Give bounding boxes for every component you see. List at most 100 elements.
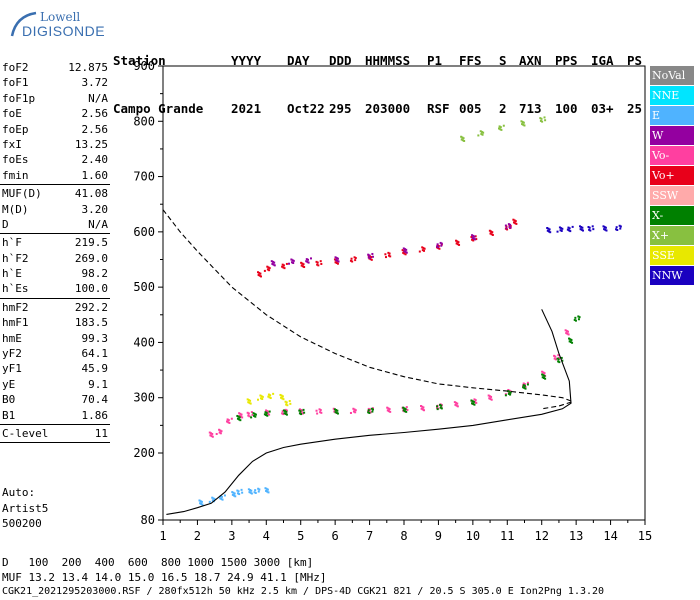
echo-point [371, 407, 374, 410]
echo-point [456, 243, 459, 246]
echo-point [509, 390, 512, 393]
echo-point [247, 414, 250, 417]
echo-point [477, 134, 480, 137]
echo-point [290, 261, 293, 264]
echo-point [522, 121, 525, 124]
echo-point [249, 399, 252, 402]
echo-point [246, 398, 249, 401]
echo-point [470, 399, 473, 402]
echo-point [219, 497, 222, 500]
echo-point [472, 237, 475, 240]
echo-point [522, 384, 525, 387]
param-key: hmF2 [2, 300, 29, 314]
echo-point [462, 137, 465, 140]
echo-point [548, 230, 550, 233]
param-row: foE 2.56 [0, 106, 110, 121]
echo-point [352, 407, 355, 410]
param-row: C-level 11 [0, 426, 110, 441]
echo-point [421, 249, 424, 252]
logo-arc-icon [10, 11, 37, 37]
echo-point [439, 403, 442, 406]
echo-point [581, 229, 584, 232]
echo-point [248, 491, 251, 494]
echo-point [208, 431, 211, 434]
param-separator [0, 297, 110, 299]
echo-point [565, 332, 568, 335]
echo-point [257, 274, 260, 277]
echo-point [491, 231, 494, 234]
echo-point [219, 429, 222, 432]
echo-point [589, 229, 592, 232]
footer-muf-row: MUF 13.2 13.4 14.0 15.0 16.5 18.7 24.9 4… [2, 571, 327, 584]
echo-point [422, 406, 425, 409]
header-row1-cell: PS [627, 53, 643, 68]
echo-point [422, 247, 425, 250]
echo-point [403, 250, 406, 253]
echo-point [267, 395, 270, 398]
header-row-labels: Station YYYY DAY DDD HHMMSS P1 FFS S AXN PPS IGA PS [113, 53, 642, 69]
echo-point [514, 222, 517, 225]
echo-point [370, 258, 373, 261]
param-key: hmE [2, 331, 22, 345]
echo-point [250, 492, 253, 495]
param-row: hmF2 292.2 [0, 300, 110, 315]
echo-point [471, 234, 474, 237]
echo-point [335, 262, 338, 265]
echo-point [288, 400, 291, 403]
echo-point [215, 432, 218, 435]
echo-point [273, 261, 276, 264]
param-value: 3.72 [81, 76, 109, 90]
echo-point [350, 257, 353, 260]
y-tick-label: 600 [133, 225, 155, 239]
echo-point [526, 381, 529, 384]
echo-point [284, 408, 287, 411]
echo-point [272, 263, 275, 266]
echo-point [238, 416, 241, 419]
echo-point [405, 406, 408, 409]
echo-point [482, 131, 485, 134]
echo-point [238, 412, 241, 415]
y-tick-label: 800 [133, 114, 155, 128]
echo-point [487, 394, 490, 397]
echo-point [489, 398, 492, 401]
echo-point [386, 409, 389, 412]
echo-point [371, 255, 374, 258]
echo-point [231, 493, 234, 496]
header-row1-cell: AXN [519, 53, 542, 68]
echo-point [265, 409, 268, 412]
footer-muf-values: 13.2 13.4 14.0 15.0 16.5 18.7 24.9 41.1 … [21, 571, 327, 584]
echo-point [488, 229, 491, 232]
echo-point [438, 247, 441, 250]
echo-point [239, 412, 242, 415]
header-row1-cell: YYYY [231, 53, 262, 68]
echo-point [557, 358, 560, 361]
echo-point [387, 251, 390, 254]
echo-point [247, 399, 250, 402]
echo-point [233, 494, 236, 497]
echo-point [270, 260, 273, 263]
param-key: M(D) [2, 202, 29, 216]
echo-point [523, 124, 526, 127]
color-legend: NoVal NNE E W Vo- Vo+ SSW X- X+ SSE NNW [650, 66, 694, 286]
echo-point [418, 250, 421, 253]
echo-point [271, 260, 274, 263]
echo-point [514, 220, 517, 223]
param-key: h`F [2, 236, 22, 250]
echo-point [423, 247, 426, 250]
echo-point [353, 408, 356, 411]
param-value: N/A [88, 91, 108, 105]
echo-point [402, 247, 405, 250]
param-value: 12.875 [68, 61, 108, 74]
param-value: 11 [94, 426, 108, 440]
echo-point [317, 264, 320, 267]
param-row: D N/A [0, 217, 110, 232]
param-key: MUF(D) [2, 187, 42, 201]
echo-point [561, 359, 564, 362]
echo-point [556, 230, 559, 233]
echo-point [566, 332, 569, 335]
echo-point [211, 435, 214, 438]
echo-point [490, 233, 493, 236]
echo-point [420, 405, 423, 408]
echo-point [458, 243, 461, 246]
echo-point [569, 338, 572, 341]
